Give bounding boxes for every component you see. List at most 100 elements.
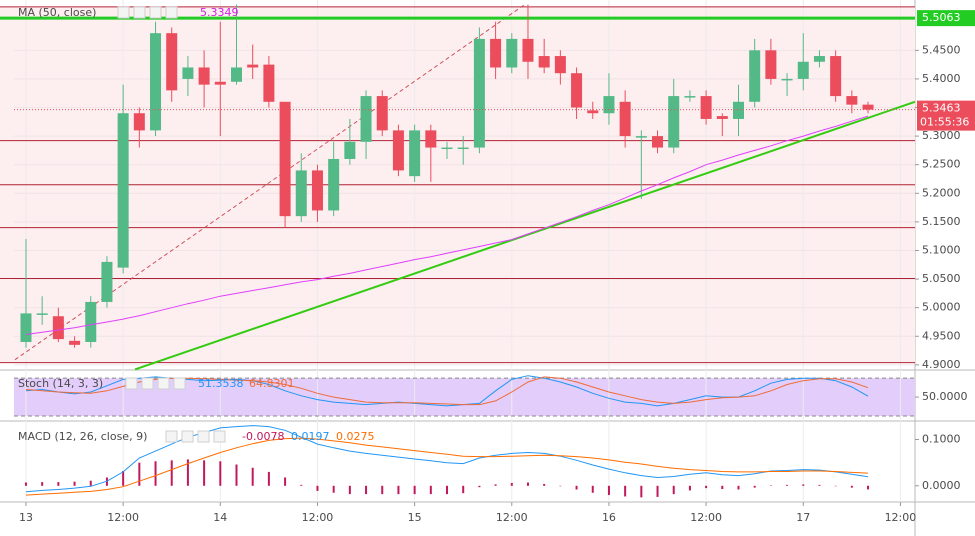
histogram-bar [624,485,627,497]
candle-body [781,78,793,81]
histogram-bar [267,471,270,486]
histogram-bar [365,485,368,495]
histogram-bar [850,485,853,488]
histogram-bar [721,485,724,490]
x-tick-label: 12:00 [690,511,722,524]
histogram-bar [300,484,303,486]
histogram-bar [575,485,578,490]
histogram-bar [494,484,497,486]
histogram-bar [348,485,351,495]
x-tick-label: 17 [796,511,810,524]
histogram-bar [737,485,740,490]
icon[interactable] [125,377,138,390]
histogram-bar [316,485,319,491]
candle-body [668,96,680,148]
y-tick-label: 5.4500 [922,43,961,56]
icon[interactable] [197,430,210,443]
histogram-bar [510,483,513,486]
candle-body [749,50,761,102]
candle-body [571,73,583,108]
macd-line [25,437,869,496]
x-tick-label: 12:00 [107,511,139,524]
y-tick-label: 5.1000 [922,243,961,256]
candle-body [716,116,728,119]
candle-body [862,104,874,110]
trend-line [134,100,916,371]
candle-body [295,170,307,217]
histogram-bar [138,462,141,486]
candle-body [247,64,259,68]
legend-value: 5.3349 [200,6,239,19]
icon[interactable] [181,430,194,443]
icon[interactable] [141,377,154,390]
candle-body [69,340,81,345]
candle-body [20,313,32,342]
icon[interactable] [117,6,130,19]
indicator-title: Stoch (14, 3, 3) [18,377,103,390]
histogram-bar [73,481,76,486]
histogram-bar [818,484,821,486]
histogram-bar [640,485,643,498]
x-tick-label: 12:00 [302,511,334,524]
x-tick-label: 12:00 [496,511,528,524]
candle-body [311,170,323,211]
candle-body [846,96,858,105]
icon[interactable] [149,6,162,19]
y-tick-label: 5.0000 [922,301,961,314]
histogram-bar [41,482,44,486]
histogram-bar [591,485,594,493]
legend-value: 0.0197 [291,430,330,443]
icon[interactable] [173,377,186,390]
histogram-bar [478,485,481,488]
histogram-bar [57,482,60,486]
histogram-bar [381,485,384,495]
histogram-bar [672,485,675,495]
countdown: 01:55:36 [920,116,969,129]
candle-body [457,147,469,150]
candle-body [198,67,210,85]
x-tick-label: 13 [19,511,33,524]
x-tick-label: 14 [213,511,227,524]
candle-body [166,33,178,91]
icon[interactable] [213,430,226,443]
icon[interactable] [133,6,146,19]
candle-body [52,316,64,340]
histogram-bar [186,459,189,486]
y-tick-label: 5.2000 [922,186,961,199]
candle-body [522,38,534,62]
candle-body [230,67,242,82]
candle-body [830,56,842,97]
histogram-bar [413,485,416,495]
histogram-bar [219,461,222,486]
candle-body [85,301,97,342]
candle-body [813,56,825,62]
candle-body [473,38,485,148]
histogram-bar [203,460,206,486]
y-tick-label: 5.0500 [922,272,961,285]
histogram-bar [446,485,449,495]
candle-body [36,313,48,315]
icon[interactable] [157,377,170,390]
histogram-bar [170,460,173,486]
histogram-bar [462,485,465,494]
candle-body [392,130,404,171]
candle-body [101,261,113,302]
candle-body [765,50,777,79]
candle-body [133,113,145,131]
icon[interactable] [165,6,178,19]
price-label: 5.5063 [922,11,961,24]
candle-body [117,113,129,268]
candle-body [328,158,340,211]
icon[interactable] [165,430,178,443]
candle-body [409,130,421,177]
y-tick-label: 5.2500 [922,158,961,171]
histogram-bar [705,485,708,489]
candle-body [506,38,518,68]
histogram-bar [397,485,400,495]
histogram-bar [251,467,254,486]
histogram-bar [24,482,27,486]
legend-value: -0.0078 [242,430,284,443]
y-tick-label: 5.4000 [922,72,961,85]
trend-line [14,4,526,361]
